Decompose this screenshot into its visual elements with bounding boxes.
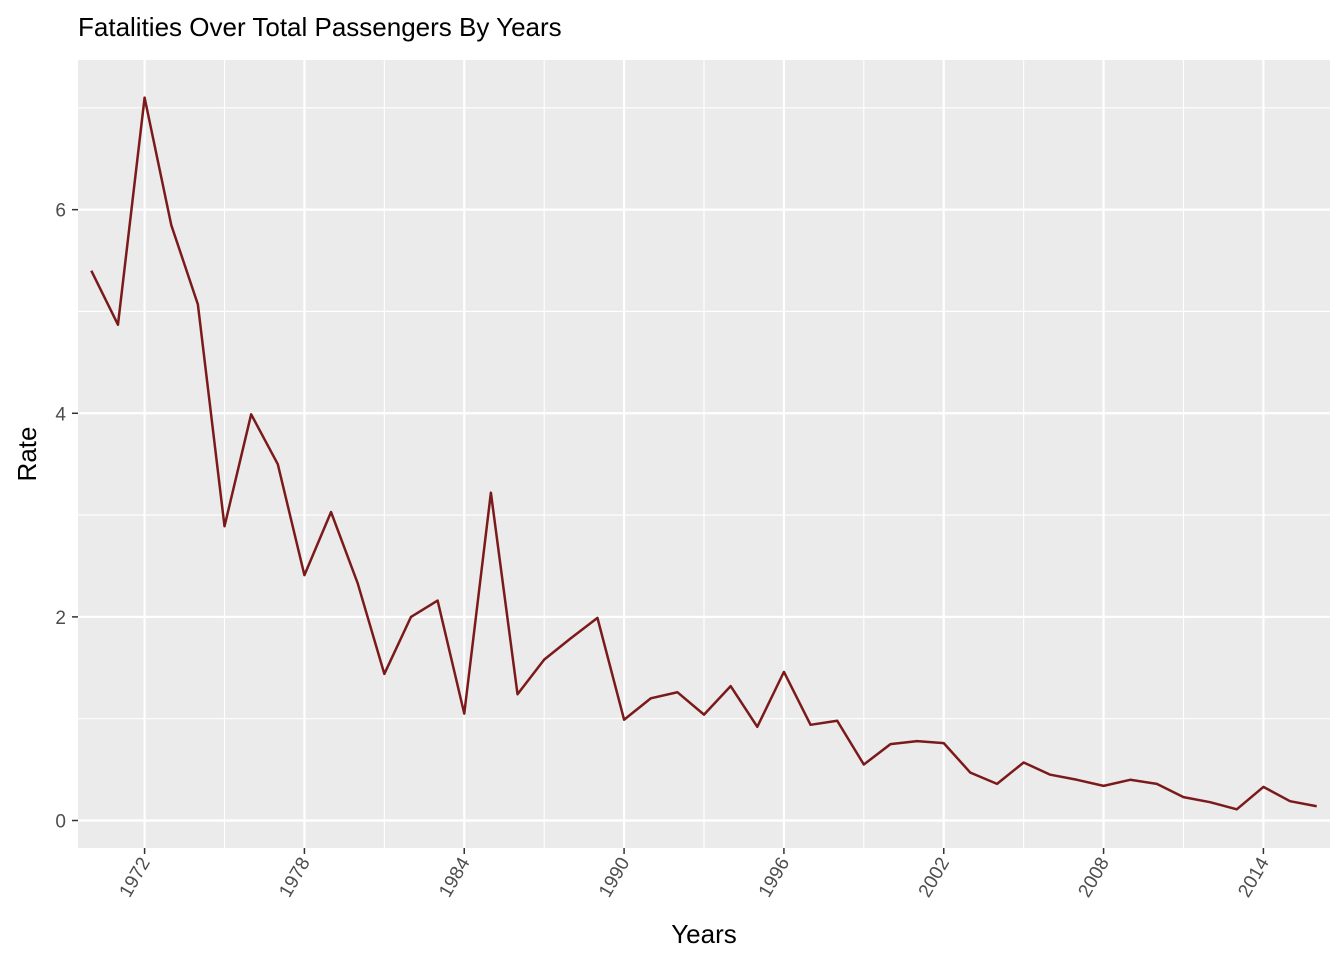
- y-tick-label: 4: [55, 404, 66, 425]
- chart-title: Fatalities Over Total Passengers By Year…: [78, 12, 562, 42]
- x-axis-title: Years: [671, 919, 737, 949]
- major-gridlines: [78, 60, 1330, 848]
- y-axis: 0 2 4 6: [55, 201, 78, 833]
- y-tick-label: 6: [55, 201, 66, 222]
- minor-gridlines: [78, 60, 1330, 848]
- y-tick-label: 0: [55, 812, 66, 833]
- fatality-rate-line: [90, 96, 1317, 811]
- y-tick-label: 2: [55, 608, 66, 629]
- y-axis-title: Rate: [12, 427, 42, 482]
